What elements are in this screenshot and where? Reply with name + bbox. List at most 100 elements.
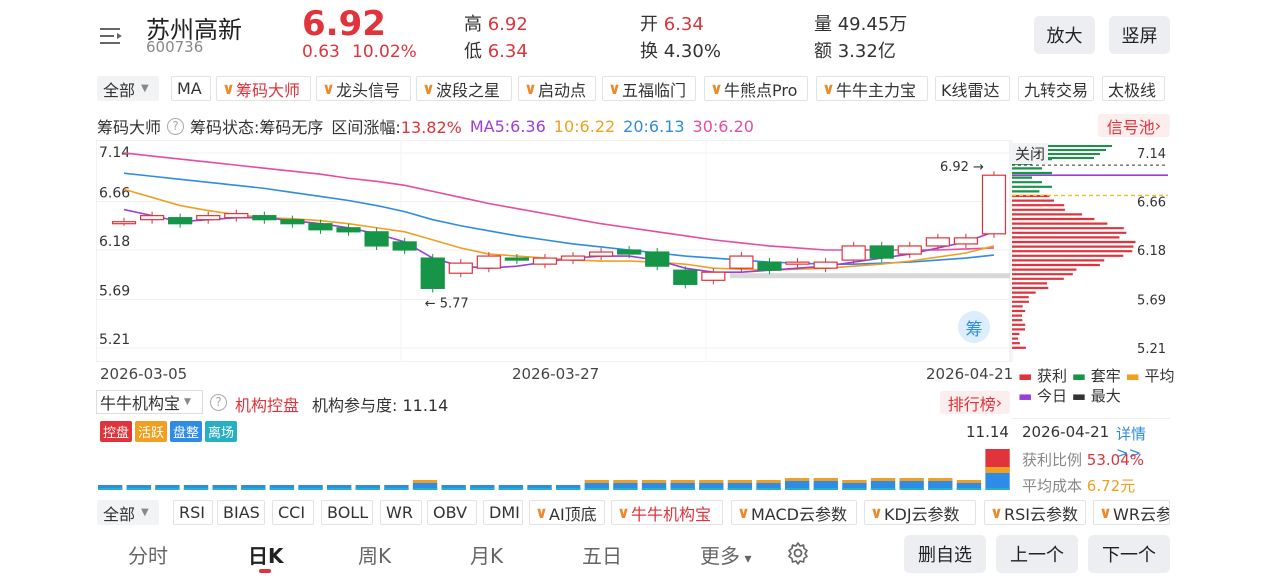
sub-tab-label: 牛牛机构宝 [631, 501, 711, 525]
inst-bar [470, 485, 494, 490]
inst-bar [785, 478, 809, 490]
inst-selector[interactable]: 牛牛机构宝 ▼ [96, 390, 203, 414]
settings-button[interactable] [786, 541, 810, 565]
inst-bar [985, 449, 1009, 490]
inst-bar [213, 485, 237, 490]
sub-indicator-tab[interactable]: ∨ RSI云参数 [984, 500, 1086, 525]
chip-master-bar: 筹码大师 ? 筹码状态:筹码无序 区间涨幅:13.82% MA5:6.36 10… [97, 114, 754, 138]
indicator-all-dropdown[interactable]: 全部 ▼ [97, 76, 159, 101]
indicator-tab[interactable]: ∨ 牛熊点Pro [704, 76, 808, 101]
inst-bar-chart [96, 418, 1012, 492]
delete-watchlist-button[interactable]: 删自选 [904, 535, 986, 573]
ranking-button[interactable]: 排行榜 › [940, 391, 1010, 414]
indicator-tab-label: K线雷达 [941, 77, 1000, 101]
inst-bar [556, 485, 580, 490]
sub-indicator-tab[interactable]: BOLL [321, 500, 373, 525]
price-change-pct: 10.02% [352, 42, 417, 62]
sub-indicator-tab[interactable]: CCI [272, 500, 314, 525]
chip-info-date: 2026-04-21 [1022, 423, 1109, 441]
legend-profit: 获利 [1037, 367, 1067, 385]
help-icon[interactable]: ? [210, 394, 227, 411]
v-icon: ∨ [710, 79, 723, 98]
sub-indicator-tab[interactable]: OBV [427, 500, 477, 525]
indicator-tab[interactable]: 九转交易 [1018, 76, 1094, 101]
sub-indicator-tab[interactable]: ∨ MACD云参数 [731, 500, 857, 525]
indicator-tab-label: 九转交易 [1024, 77, 1088, 101]
inst-bar [642, 480, 666, 490]
inst-bar [442, 485, 466, 490]
legend-trapped: 套牢 [1091, 367, 1121, 385]
period-tab[interactable]: 更多 ▾ [700, 540, 751, 569]
indicator-tab[interactable]: ∨ 龙头信号 [316, 76, 411, 101]
v-icon: ∨ [822, 79, 835, 98]
chevron-right-icon: › [996, 393, 1002, 412]
period-tab-label: 更多 [700, 544, 740, 568]
avg-cost-value: 6.72元 [1087, 477, 1135, 495]
sub-indicator-tab[interactable]: ∨ KDJ云参数 [864, 500, 976, 525]
period-tab[interactable]: 分时 [128, 540, 168, 569]
indicator-tab[interactable]: MA [171, 76, 211, 101]
indicator-tab[interactable]: ∨ 牛牛主力宝 [816, 76, 928, 101]
chip-master-title: 筹码大师 [97, 114, 161, 138]
inst-bar [356, 485, 380, 490]
period-tab-label: 周K [358, 544, 391, 568]
indicator-tab[interactable]: K线雷达 [935, 76, 1010, 101]
period-tab[interactable]: 日K [248, 540, 284, 569]
close-chip-button[interactable]: 关闭 [1012, 143, 1048, 164]
sub-indicator-tab[interactable]: DMI [483, 500, 523, 525]
indicator-tab[interactable]: ∨ 启动点 [518, 76, 596, 101]
portrait-button[interactable]: 竖屏 [1109, 16, 1170, 54]
sub-indicator-tab[interactable]: BIAS [217, 500, 265, 525]
inst-bar [241, 485, 265, 490]
period-tab[interactable]: 五日 [582, 540, 622, 569]
chevron-right-icon: › [1155, 116, 1161, 135]
sub-all-dropdown[interactable]: 全部 ▼ [97, 500, 159, 525]
indicator-tab[interactable]: ∨ 五福临门 [602, 76, 696, 101]
inst-bar [613, 480, 637, 490]
v-icon: ∨ [222, 79, 235, 98]
indicator-tab[interactable]: ∨ 筹码大师 [216, 76, 311, 101]
right-tick-label: 6.18 [1137, 244, 1166, 259]
profit-ratio-value: 53.04% [1087, 451, 1144, 469]
price-change: 0.63 [302, 42, 340, 62]
indicator-tab-label: 波段之星 [436, 77, 500, 101]
next-stock-button[interactable]: 下一个 [1088, 535, 1170, 573]
v-icon: ∨ [535, 503, 548, 522]
indicator-tab[interactable]: ∨ 波段之星 [416, 76, 512, 101]
date-mid: 2026-03-27 [512, 365, 599, 383]
chip-toggle-button[interactable]: 筹 [958, 311, 990, 343]
inst-bar [184, 485, 208, 490]
high-marker: 6.92 → [940, 160, 984, 175]
open-label: 开 [640, 14, 658, 35]
help-icon[interactable]: ? [167, 118, 184, 135]
inst-bar [957, 480, 981, 490]
date-end: 2026-04-21 [926, 365, 1013, 383]
kline-chart[interactable]: 7.14 6.66 6.18 5.69 5.21 7.14 6.66 6.18 5.69 5.21… [96, 140, 1170, 362]
indicator-tab-label: 太极线 [1108, 77, 1156, 101]
sub-indicator-tab[interactable]: ∨ WR云参 [1093, 500, 1170, 525]
prev-stock-button[interactable]: 上一个 [996, 535, 1078, 573]
list-menu-icon[interactable] [100, 26, 124, 46]
sub-indicator-tab[interactable]: WR [380, 500, 422, 525]
legend-today: 今日 [1037, 387, 1067, 405]
y-tick-label: 6.66 [99, 185, 130, 201]
amount-label: 额 [814, 41, 832, 62]
period-tab-label: 五日 [582, 544, 622, 568]
high-value: 6.92 [488, 14, 528, 35]
indicator-tab[interactable]: 太极线 [1102, 76, 1165, 101]
turnover-label: 换 [640, 41, 658, 62]
period-tab[interactable]: 月K [470, 540, 503, 569]
v-icon: ∨ [870, 503, 883, 522]
sub-indicator-tab[interactable]: ∨ AI顶底 [529, 500, 605, 525]
period-tab[interactable]: 周K [358, 540, 391, 569]
right-tick-label: 7.14 [1137, 147, 1166, 162]
y-tick-label: 6.18 [99, 234, 130, 250]
chip-legend: ▬ 获利 ▬ 套牢 ▬ 平均 ▬ 今日 ▬ 最大 [1018, 366, 1175, 406]
sub-indicator-tab[interactable]: RSI [173, 500, 213, 525]
support-band [730, 273, 1010, 278]
v-icon: ∨ [608, 79, 621, 98]
zoom-button[interactable]: 放大 [1034, 16, 1095, 54]
signal-pool-button[interactable]: 信号池 › [1098, 114, 1170, 137]
sub-indicator-tab[interactable]: ∨ 牛牛机构宝 [611, 500, 723, 525]
inst-bar [127, 485, 151, 490]
